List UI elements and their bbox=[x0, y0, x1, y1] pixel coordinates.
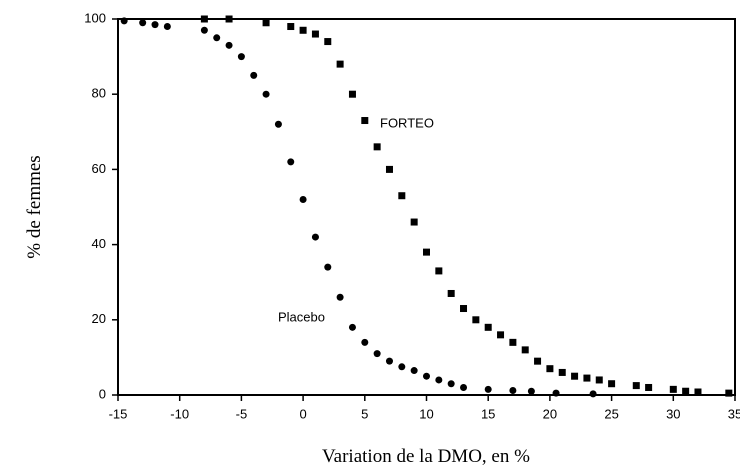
point bbox=[237, 53, 245, 61]
point bbox=[589, 390, 597, 398]
point bbox=[262, 19, 270, 27]
point bbox=[509, 386, 517, 394]
x-tick-label: 10 bbox=[419, 406, 433, 421]
point bbox=[361, 338, 369, 346]
point bbox=[361, 117, 369, 125]
x-tick-label: 25 bbox=[604, 406, 618, 421]
point bbox=[398, 192, 406, 200]
point bbox=[435, 376, 443, 384]
x-tick-label: 20 bbox=[543, 406, 557, 421]
point bbox=[385, 357, 393, 365]
point bbox=[324, 263, 332, 271]
point bbox=[595, 376, 603, 384]
point bbox=[484, 385, 492, 393]
x-tick-label: -15 bbox=[109, 406, 128, 421]
point bbox=[497, 331, 505, 339]
point bbox=[546, 365, 554, 373]
point bbox=[250, 71, 258, 79]
point bbox=[139, 19, 147, 27]
point bbox=[262, 90, 270, 98]
y-tick-label: 80 bbox=[92, 86, 106, 101]
point bbox=[583, 374, 591, 382]
x-tick-label: -5 bbox=[236, 406, 248, 421]
x-tick-label: 15 bbox=[481, 406, 495, 421]
y-tick-label: 100 bbox=[84, 10, 106, 25]
point bbox=[509, 338, 517, 346]
point bbox=[608, 380, 616, 388]
point bbox=[225, 15, 233, 23]
point bbox=[645, 383, 653, 391]
point bbox=[200, 26, 208, 34]
y-tick-label: 0 bbox=[99, 386, 106, 401]
point bbox=[373, 143, 381, 151]
y-tick-label: 40 bbox=[92, 236, 106, 251]
point bbox=[484, 323, 492, 331]
point bbox=[336, 60, 344, 68]
x-tick-label: 5 bbox=[361, 406, 368, 421]
point bbox=[521, 346, 529, 354]
point bbox=[694, 388, 702, 396]
point bbox=[527, 387, 535, 395]
point bbox=[534, 357, 542, 365]
point bbox=[163, 23, 171, 31]
x-tick-label: -10 bbox=[170, 406, 189, 421]
point bbox=[274, 120, 282, 128]
point bbox=[447, 289, 455, 297]
point bbox=[447, 380, 455, 388]
point bbox=[299, 195, 307, 203]
point bbox=[410, 367, 418, 375]
point bbox=[410, 218, 418, 226]
point bbox=[460, 305, 468, 313]
x-tick-label: 35 bbox=[728, 406, 740, 421]
point bbox=[423, 248, 430, 256]
point bbox=[725, 389, 733, 397]
point bbox=[435, 267, 443, 275]
x-tick-label: 0 bbox=[299, 406, 306, 421]
point bbox=[336, 293, 344, 301]
point bbox=[460, 383, 468, 391]
point bbox=[571, 372, 579, 380]
plot-frame bbox=[117, 18, 736, 396]
point bbox=[472, 316, 480, 324]
point bbox=[287, 158, 295, 166]
point bbox=[200, 15, 208, 23]
point bbox=[213, 34, 221, 42]
point bbox=[287, 23, 295, 31]
point bbox=[682, 387, 690, 395]
point bbox=[324, 38, 332, 46]
point bbox=[225, 41, 233, 49]
point bbox=[311, 233, 319, 241]
x-tick-label: 30 bbox=[666, 406, 680, 421]
point bbox=[373, 350, 381, 358]
point bbox=[669, 385, 677, 393]
point bbox=[311, 30, 319, 38]
point bbox=[348, 90, 356, 98]
annotation: Placebo bbox=[278, 309, 325, 324]
point bbox=[385, 165, 393, 173]
y-tick-label: 20 bbox=[92, 311, 106, 326]
y-axis-title: % de femmes bbox=[24, 155, 45, 258]
y-tick-label: 60 bbox=[92, 161, 106, 176]
annotation: FORTEO bbox=[380, 115, 434, 130]
point bbox=[120, 17, 128, 25]
point bbox=[299, 26, 307, 34]
point bbox=[558, 368, 566, 376]
point bbox=[151, 21, 159, 29]
x-axis-title: Variation de la DMO, en % bbox=[322, 446, 530, 467]
point bbox=[632, 382, 640, 390]
point bbox=[423, 372, 430, 380]
point bbox=[552, 389, 560, 397]
point bbox=[398, 363, 406, 371]
point bbox=[348, 323, 356, 331]
